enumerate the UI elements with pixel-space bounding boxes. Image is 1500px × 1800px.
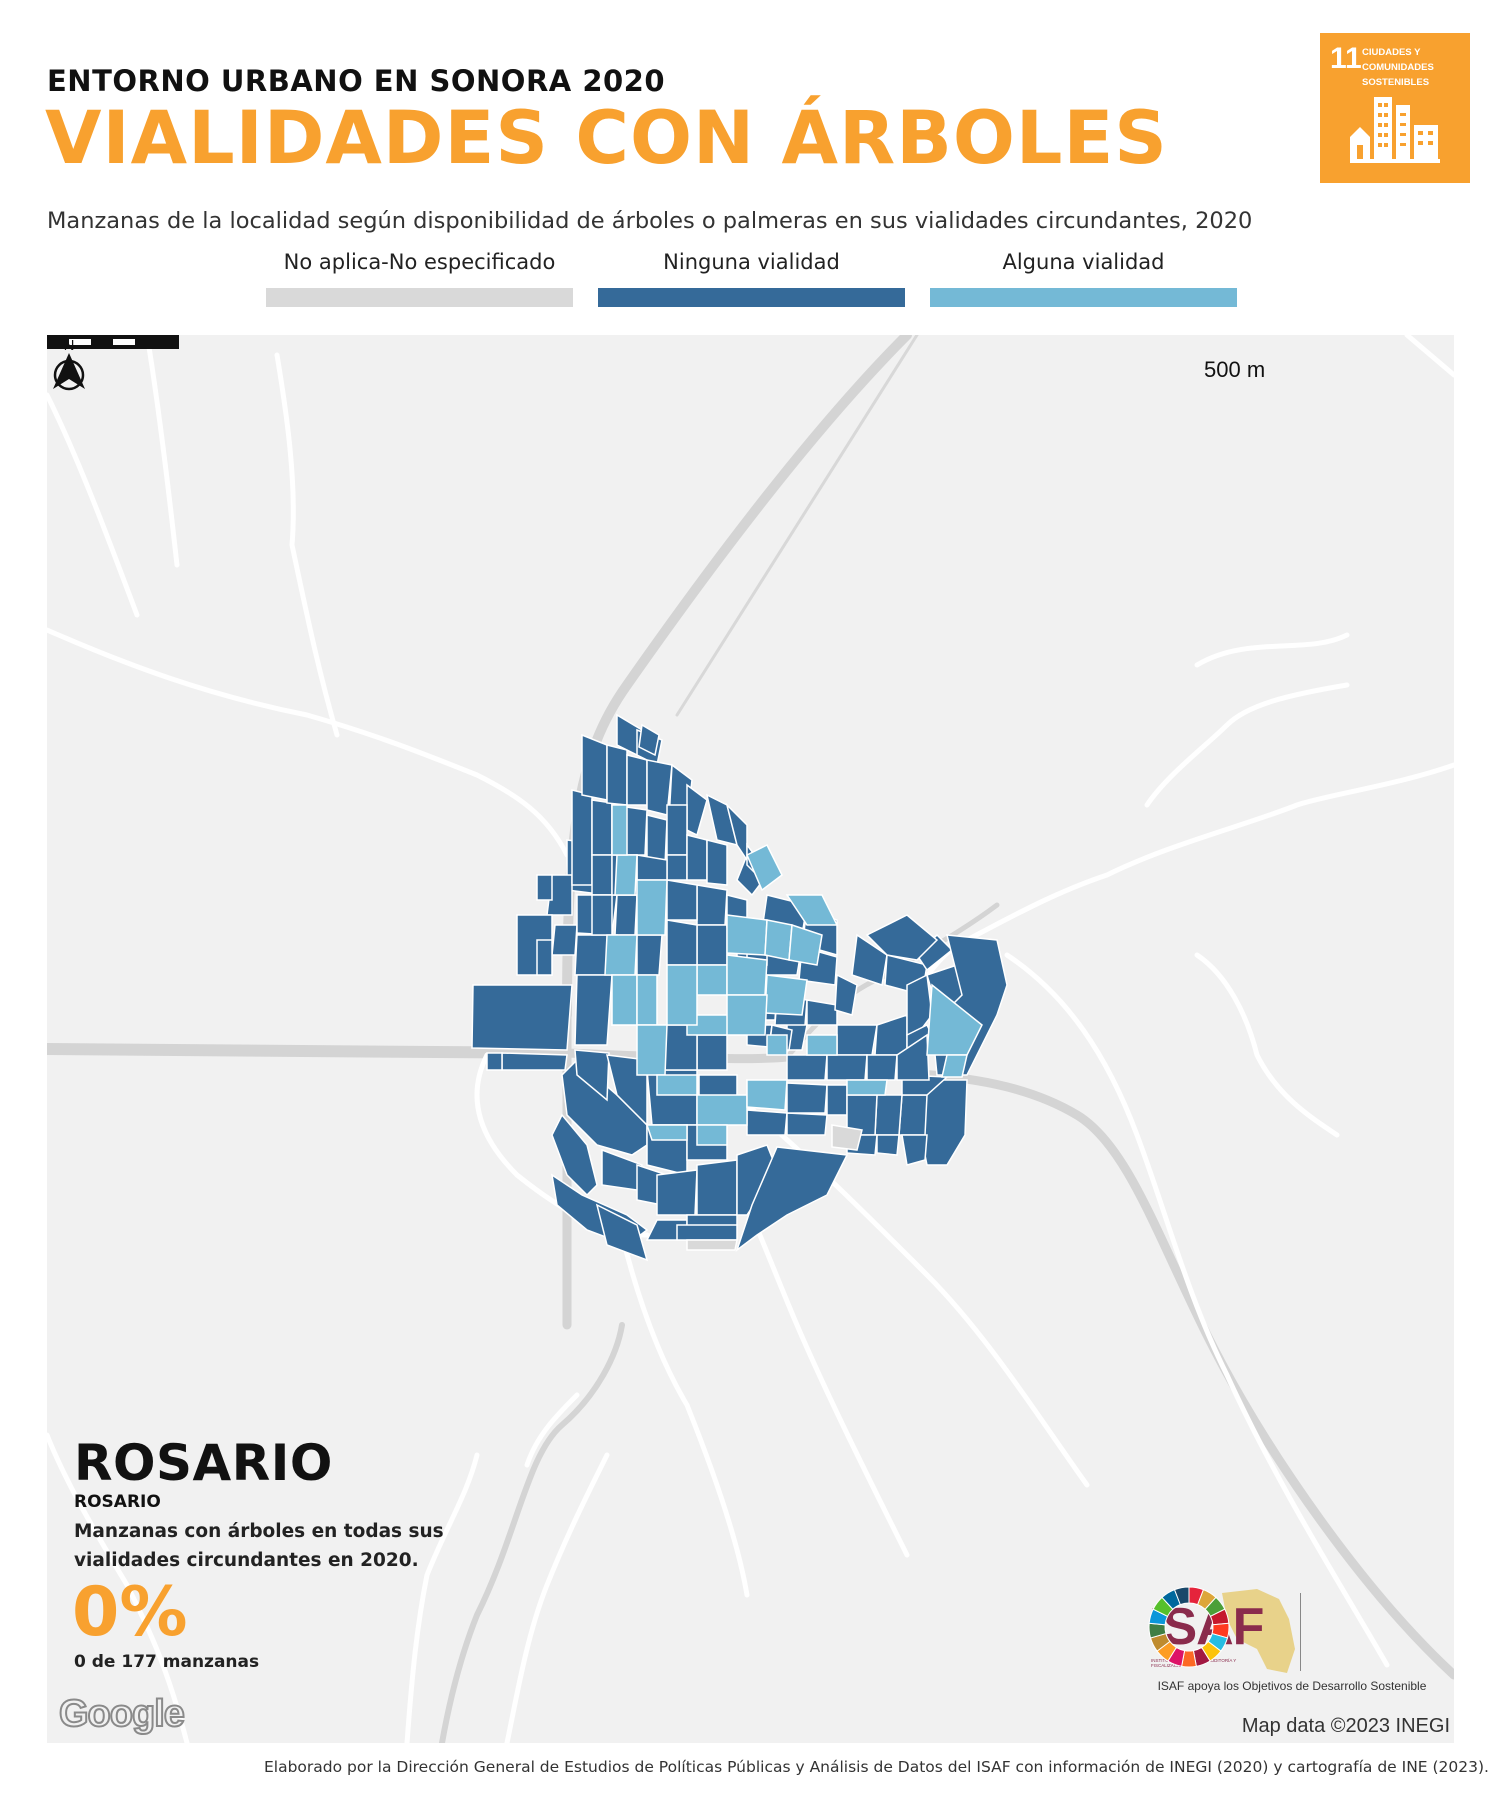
logo-divider (1300, 1593, 1301, 1671)
isaf-caption: ISAF apoya los Objetivos de Desarrollo S… (1157, 1679, 1427, 1693)
subtitle: Manzanas de la localidad según disponibi… (47, 208, 1253, 234)
legend-item-no-aplica: No aplica-No especificado (266, 250, 573, 307)
legend-swatch (266, 288, 573, 307)
legend-label: Alguna vialidad (1002, 250, 1165, 274)
sonora-state-silhouette (1222, 1589, 1295, 1673)
north-arrow-icon: N (53, 337, 85, 391)
sdg-wheel-segment (1173, 1586, 1190, 1606)
urban-blocks-no-aplica (686, 1124, 863, 1251)
isaf-logo-group: ISAF Instituto Superior de Auditoría y F… (1147, 1585, 1437, 1705)
urban-blocks-alguna (604, 804, 983, 1146)
sdg-wheel-icon (1148, 1586, 1230, 1668)
scale-bar (47, 335, 179, 349)
municipality-name: ROSARIO (74, 1492, 161, 1512)
scale-label: 500 m (1204, 357, 1266, 382)
city-buildings-icon (1350, 97, 1440, 163)
page-title: VIALIDADES CON ÁRBOLES (45, 96, 1168, 181)
legend-label: Ninguna vialidad (663, 250, 840, 274)
stat-count: 0 de 177 manzanas (74, 1652, 260, 1672)
north-label: N (64, 337, 75, 354)
google-logo: Google (58, 1692, 186, 1736)
stat-description: Manzanas con árboles en todas sus vialid… (74, 1521, 444, 1571)
local-roads (47, 335, 1454, 1743)
locality-name: ROSARIO (74, 1434, 333, 1492)
map-panel[interactable]: 500 m N ROSARIO ROSARIO Manzanas con árb… (47, 335, 1454, 1743)
sdg-number: 11 (1330, 42, 1362, 75)
kicker: ENTORNO URBANO EN SONORA 2020 (47, 64, 666, 98)
map-attribution[interactable]: Map data ©2023 INEGI (1241, 1715, 1450, 1737)
legend-swatch (598, 288, 905, 307)
sdg-11-badge: 11 CIUDADES Y COMUNIDADES SOSTENIBLES (1320, 33, 1470, 183)
legend-item-ninguna: Ninguna vialidad (598, 250, 905, 307)
legend-item-alguna: Alguna vialidad (930, 250, 1237, 307)
footer-credit: Elaborado por la Dirección General de Es… (264, 1758, 1489, 1776)
map-canvas[interactable] (47, 335, 1454, 1743)
legend-label: No aplica-No especificado (283, 250, 556, 274)
stat-percentage: 0% (72, 1573, 188, 1652)
legend-swatch (930, 288, 1237, 307)
sdg-title: CIUDADES Y COMUNIDADES SOSTENIBLES (1362, 47, 1434, 88)
